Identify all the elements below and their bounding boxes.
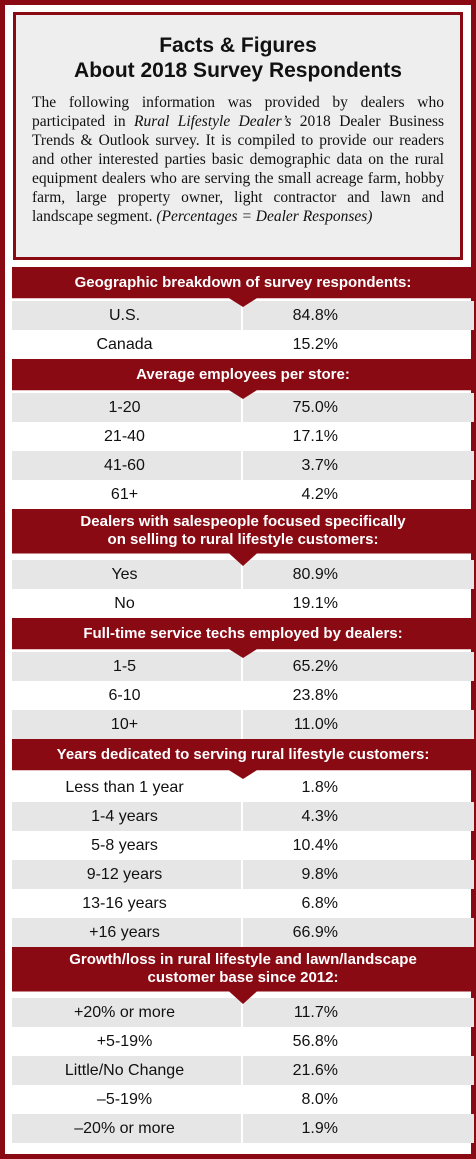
row-label: +5-19%: [96, 1032, 153, 1050]
table-row: No 19.1%: [12, 589, 474, 618]
row-value: 56.8%: [292, 1032, 338, 1050]
title-line-1: Facts & Figures: [159, 34, 317, 57]
row-value: 80.9%: [292, 565, 338, 583]
row-value: 84.8%: [292, 306, 338, 324]
row-label: 1-5: [112, 657, 137, 675]
row-label: U.S.: [108, 306, 141, 324]
row-value: 9.8%: [301, 865, 338, 883]
row-value: 66.9%: [292, 923, 338, 941]
table-row: –20% or more 1.9%: [12, 1114, 474, 1143]
row-value: 75.0%: [292, 398, 338, 416]
row-label: –20% or more: [74, 1119, 175, 1137]
section-header-salespeople: Dealers with salespeople focused specifi…: [12, 509, 474, 566]
row-label: 9-12 years: [86, 865, 163, 883]
row-label: 61+: [110, 485, 139, 503]
section-header-growth: Growth/loss in rural lifestyle and lawn/…: [12, 947, 474, 1004]
row-value: 23.8%: [292, 686, 338, 704]
table-row: 9-12 years 9.8%: [12, 860, 474, 889]
row-value: 4.3%: [301, 807, 338, 825]
row-label: 21-40: [104, 427, 145, 445]
survey-sections: Geographic breakdown of survey responden…: [12, 267, 474, 1143]
table-row: U.S. 84.8%: [12, 301, 474, 330]
title-line-2: About 2018 Survey Respondents: [74, 59, 402, 82]
row-label: +16 years: [89, 923, 160, 941]
section-header-line-2: customer base since 2012:: [147, 969, 339, 986]
row-label: +20% or more: [74, 1003, 175, 1021]
row-value: 11.7%: [293, 1003, 338, 1021]
intro-publication-name: Rural Lifestyle Dealer’s: [134, 113, 292, 130]
table-row: 5-8 years 10.4%: [12, 831, 474, 860]
row-label: 10+: [110, 715, 139, 733]
row-label: 1-4 years: [91, 807, 158, 825]
row-label: 1-20: [108, 398, 141, 416]
row-label: 41-60: [104, 456, 145, 474]
row-label: Canada: [96, 335, 153, 353]
section-header-line-1: Dealers with salespeople focused specifi…: [80, 513, 406, 530]
intro-note: (Percentages = Dealer Responses): [156, 208, 373, 225]
table-row: Less than 1 year 1.8%: [12, 773, 474, 802]
row-value: 15.2%: [292, 335, 338, 353]
table-row: 6-10 23.8%: [12, 681, 474, 710]
table-row: +16 years 66.9%: [12, 918, 474, 947]
row-value: 19.1%: [292, 594, 338, 612]
row-label: No: [114, 594, 135, 612]
row-value: 17.1%: [292, 427, 338, 445]
row-label: 6-10: [108, 686, 141, 704]
table-row: 21-40 17.1%: [12, 422, 474, 451]
table-row: 13-16 years 6.8%: [12, 889, 474, 918]
table-row: Canada 15.2%: [12, 330, 474, 359]
row-value: 8.0%: [301, 1090, 338, 1108]
table-row: +5-19% 56.8%: [12, 1027, 474, 1056]
row-value: 1.8%: [301, 778, 338, 796]
row-value: 10.4%: [292, 836, 338, 854]
row-value: 4.2%: [301, 485, 338, 503]
table-row: Little/No Change 21.6%: [12, 1056, 474, 1085]
table-row: 41-60 3.7%: [12, 451, 474, 480]
panel-title: Facts & Figures About 2018 Survey Respon…: [32, 33, 444, 83]
row-label: –5-19%: [96, 1090, 153, 1108]
row-value: 65.2%: [292, 657, 338, 675]
row-value: 21.6%: [292, 1061, 338, 1079]
intro-paragraph: The following information was provided b…: [32, 93, 444, 226]
table-row: 1-4 years 4.3%: [12, 802, 474, 831]
row-value: 3.7%: [301, 456, 338, 474]
row-value: 1.9%: [301, 1119, 338, 1137]
row-value: 6.8%: [301, 894, 338, 912]
row-label: Yes: [111, 565, 138, 583]
section-header-line-1: Growth/loss in rural lifestyle and lawn/…: [69, 951, 417, 968]
row-label: Less than 1 year: [65, 778, 184, 796]
row-value: 11.0%: [293, 715, 338, 733]
section-header-line-2: on selling to rural lifestyle customers:: [107, 531, 379, 548]
table-row: –5-19% 8.0%: [12, 1085, 474, 1114]
row-label: Little/No Change: [64, 1061, 185, 1079]
table-row: 61+ 4.2%: [12, 480, 474, 509]
table-row: 10+ 11.0%: [12, 710, 474, 739]
row-label: 13-16 years: [82, 894, 167, 912]
intro-text-start: The following information was provided b…: [32, 94, 444, 130]
intro-text-end: 2018 Dealer Business Trends & Outlook su…: [32, 113, 445, 225]
intro-box: Facts & Figures About 2018 Survey Respon…: [13, 12, 463, 260]
row-label: 5-8 years: [91, 836, 158, 854]
